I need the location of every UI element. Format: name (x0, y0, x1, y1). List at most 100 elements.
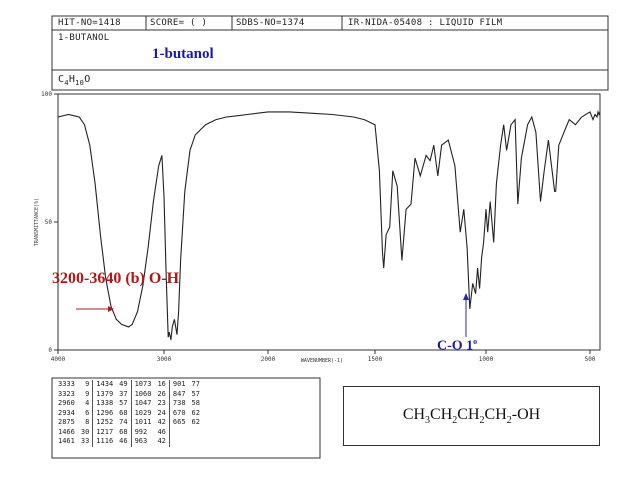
y-tick-label: 0 (48, 347, 52, 354)
peak-transmittance: 23 (154, 399, 170, 409)
peak-transmittance: 42 (154, 418, 170, 428)
peak-wavenumber: 847 (172, 389, 186, 398)
peak-transmittance: 68 (116, 427, 132, 437)
ir-info: IR-NIDA-05408 : LIQUID FILM (348, 18, 503, 28)
x-tick-label: 500 (585, 356, 596, 363)
plot-frame (57, 93, 601, 351)
peak-transmittance: 26 (154, 389, 170, 399)
y-tick-label: 100 (41, 91, 52, 98)
oh-band-label: 3200-3640 (b) O-H (52, 270, 180, 287)
peak-wavenumber: 1434 (96, 380, 114, 388)
sdbs-no: SDBS-NO=1374 (236, 18, 305, 28)
y-axis-label: TRANSMITTANCE(%) (34, 198, 40, 246)
peak-transmittance: 57 (116, 399, 132, 409)
peak-wavenumber: 665 (172, 418, 186, 426)
peak-transmittance: 4 (77, 399, 94, 409)
peak-wavenumber: 1338 (96, 399, 114, 407)
peak-wavenumber: 1073 (134, 380, 152, 388)
peak-transmittance: 6 (77, 408, 94, 418)
peak-wavenumber: 1466 (58, 427, 75, 436)
peak-transmittance (189, 437, 203, 447)
x-tick-label: 1000 (479, 356, 494, 363)
x-tick-label: 1500 (368, 356, 383, 363)
peak-transmittance: 77 (191, 380, 200, 388)
spectrum-line (57, 109, 601, 340)
hit-no: HIT-NO=1418 (58, 18, 121, 28)
oh-arrowhead (108, 306, 114, 312)
formula-subscript: 2 (479, 415, 485, 427)
peak-transmittance: 68 (116, 408, 132, 418)
peak-wavenumber: 2960 (58, 399, 75, 407)
peak-row: 2934 6 1296 68 1029 24 670 62 (55, 408, 203, 418)
peak-transmittance: 33 (77, 437, 94, 447)
peak-transmittance: 24 (154, 408, 170, 418)
formula-subscript: 2 (506, 415, 512, 427)
peak-wavenumber: 1296 (96, 408, 114, 417)
peak-transmittance: 74 (116, 418, 132, 428)
peak-wavenumber: 1461 (58, 437, 75, 445)
peak-transmittance: 9 (77, 380, 94, 390)
peak-transmittance: 46 (116, 437, 132, 447)
peak-transmittance: 9 (77, 389, 94, 399)
co-band-label: C-O 1o (437, 337, 478, 354)
x-tick-label: 3000 (157, 356, 172, 363)
compound-name: 1-BUTANOL (58, 33, 110, 43)
peak-wavenumber: 1379 (96, 389, 114, 398)
peak-transmittance: 42 (154, 437, 170, 447)
peak-wavenumber: 963 (134, 437, 148, 445)
compound-label: 1-butanol (152, 46, 214, 62)
peak-transmittance: 58 (191, 399, 200, 407)
peak-transmittance: 30 (77, 427, 94, 437)
peak-wavenumber: 901 (172, 380, 186, 388)
peak-wavenumber: 1116 (96, 437, 114, 445)
peak-transmittance: 16 (154, 380, 170, 390)
peak-transmittance: 62 (191, 418, 200, 426)
peak-wavenumber: 2934 (58, 408, 75, 417)
peak-transmittance: 46 (154, 427, 170, 437)
x-tick-label: 4000 (51, 356, 66, 363)
formula-part: CH (457, 405, 480, 423)
y-tick-label: 50 (45, 219, 53, 226)
peak-wavenumber: 1029 (134, 408, 152, 417)
peak-wavenumber: 992 (134, 427, 148, 436)
peak-transmittance: 57 (191, 389, 200, 398)
structural-formula: CH3CH2CH2CH2-OH (403, 406, 540, 426)
peak-wavenumber: 1011 (134, 418, 152, 426)
peak-wavenumber: 1252 (96, 418, 114, 426)
peak-wavenumber: 670 (172, 408, 186, 417)
peak-wavenumber: 1217 (96, 427, 114, 436)
formula-part: CH (402, 405, 426, 423)
peak-table: 3333 9 1434 49 1073 16 901 77 3323 9 1379 37 1060 26 8… (55, 380, 203, 447)
formula-part: -OH (511, 405, 541, 423)
x-axis-label: WAVENUMBER(-1) (301, 358, 343, 364)
peak-wavenumber (169, 437, 188, 447)
peak-wavenumber (169, 428, 188, 438)
peak-transmittance (189, 428, 203, 438)
peak-transmittance: 62 (191, 408, 200, 417)
peak-row: 2960 4 1338 57 1047 23 738 58 (55, 399, 203, 409)
peak-wavenumber: 1060 (134, 389, 152, 398)
peak-row: 3333 9 1434 49 1073 16 901 77 (55, 380, 203, 390)
structural-formula-box: CH3CH2CH2CH2-OH (343, 386, 600, 446)
x-tick-label: 2000 (261, 356, 276, 363)
peak-row: 2875 8 1252 74 1011 42 665 62 (55, 418, 203, 428)
peak-wavenumber: 3333 (58, 380, 75, 388)
peak-transmittance: 49 (116, 380, 132, 390)
formula-subscript: 3 (425, 415, 431, 427)
molecular-formula: C4H10O (58, 74, 91, 87)
formula-subscript: 2 (452, 415, 458, 427)
peak-row: 1461 33 1116 46 963 42 (55, 437, 203, 447)
peak-row: 1466 30 1217 68 992 46 (55, 427, 203, 438)
peak-transmittance: 37 (116, 389, 132, 399)
score: SCORE= ( ) (150, 18, 208, 28)
peak-row: 3323 9 1379 37 1060 26 847 57 (55, 389, 203, 399)
peak-wavenumber: 2875 (58, 418, 75, 426)
peak-wavenumber: 3323 (58, 389, 75, 398)
formula-part: CH (430, 405, 453, 423)
formula-part: CH (484, 405, 507, 423)
co-arrowhead (463, 293, 469, 300)
peak-wavenumber: 738 (172, 399, 186, 407)
peak-wavenumber: 1047 (134, 399, 152, 407)
peak-transmittance: 8 (77, 418, 94, 428)
